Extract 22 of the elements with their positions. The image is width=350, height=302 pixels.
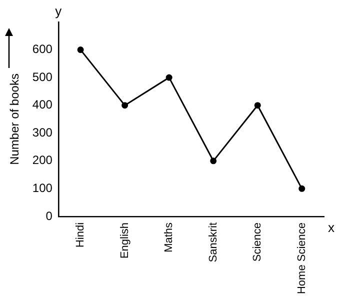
y-tick-label: 300: [32, 125, 53, 140]
x-tick-label: Home Science: [296, 222, 308, 294]
y-tick-label: 100: [32, 181, 53, 195]
y-tick-label: 0: [46, 208, 53, 223]
x-tick-label: Science: [252, 222, 264, 262]
x-tick-label: Sanskrit: [207, 222, 220, 262]
point: [210, 158, 217, 164]
x-tick-label: Maths: [163, 222, 176, 252]
point: [166, 74, 172, 81]
point: [122, 102, 128, 109]
y-tick-label: 200: [32, 153, 53, 168]
y-axis-title: Number of books: [8, 74, 22, 165]
point: [298, 185, 306, 192]
y-tick-label: 500: [32, 70, 53, 84]
x-tick-label: English: [118, 222, 131, 259]
point: [77, 46, 84, 54]
y-tick-label: 400: [32, 98, 53, 112]
x-axis-title: x: [328, 220, 335, 236]
x-tick-label: Hindi: [74, 222, 87, 248]
y-tick-label: 600: [32, 42, 53, 56]
text: y: [55, 4, 62, 19]
point: [254, 102, 261, 109]
